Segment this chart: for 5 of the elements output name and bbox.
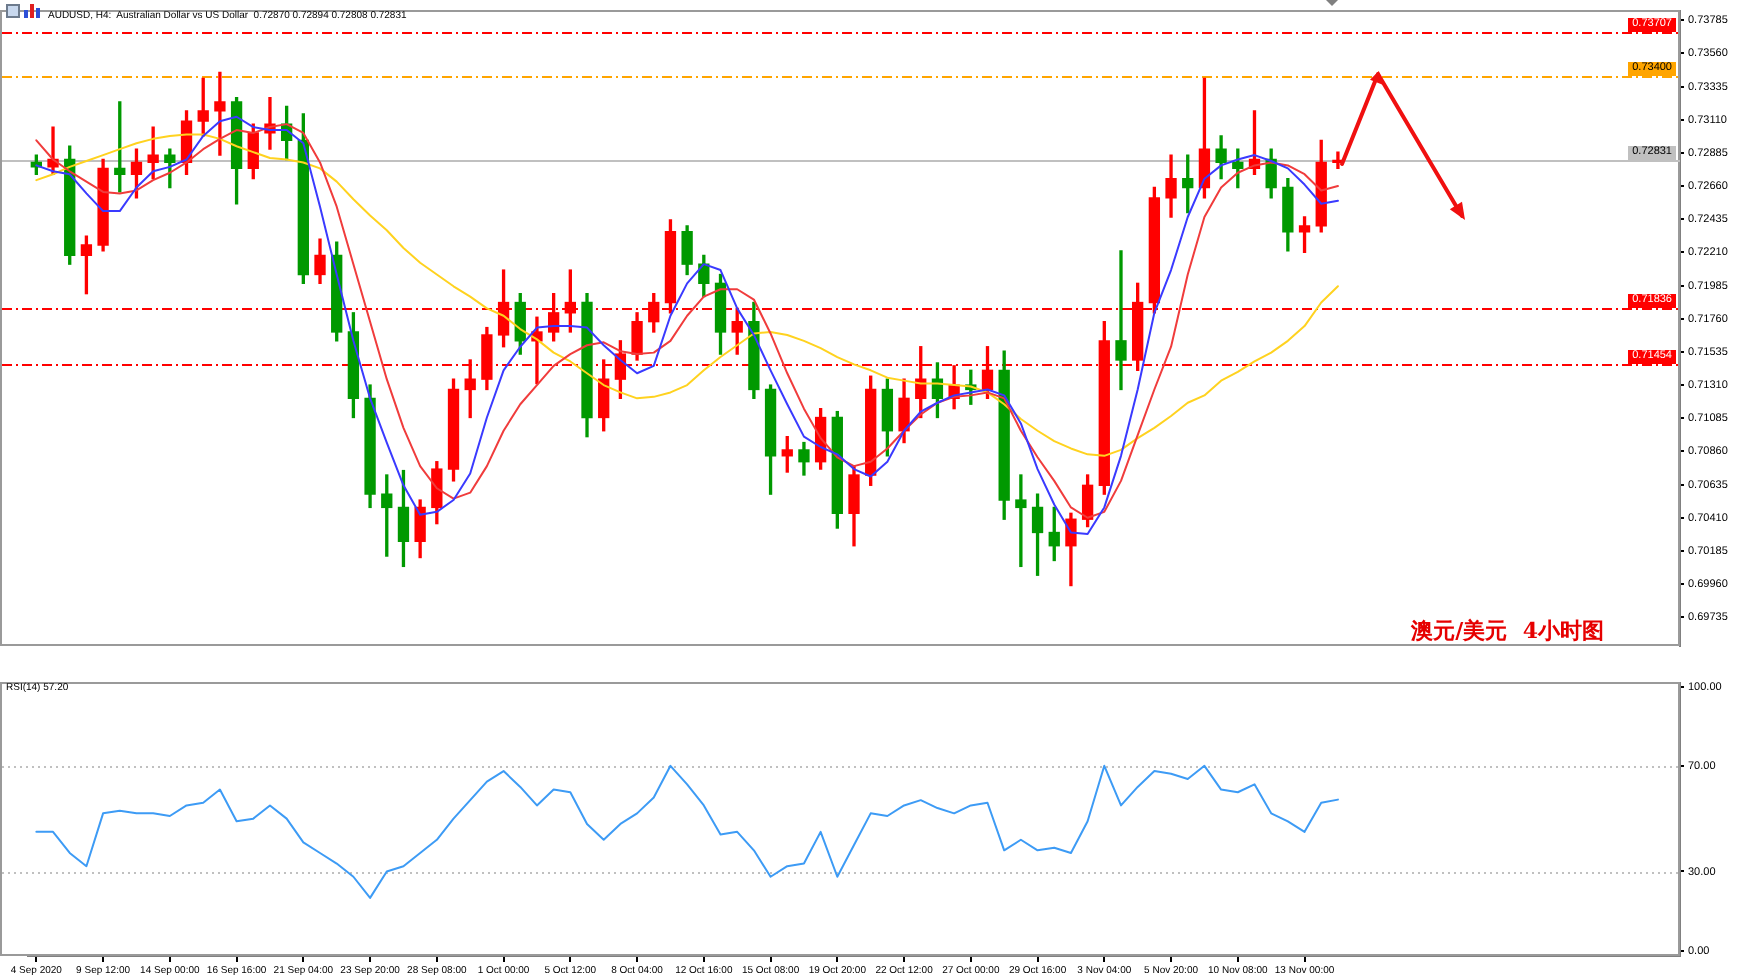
candlestick — [214, 71, 226, 156]
annotation: 澳元/美元 4小时图 — [1411, 618, 1604, 644]
candlestick — [147, 126, 159, 180]
candlestick — [1115, 250, 1127, 391]
candlestick — [1015, 474, 1027, 568]
